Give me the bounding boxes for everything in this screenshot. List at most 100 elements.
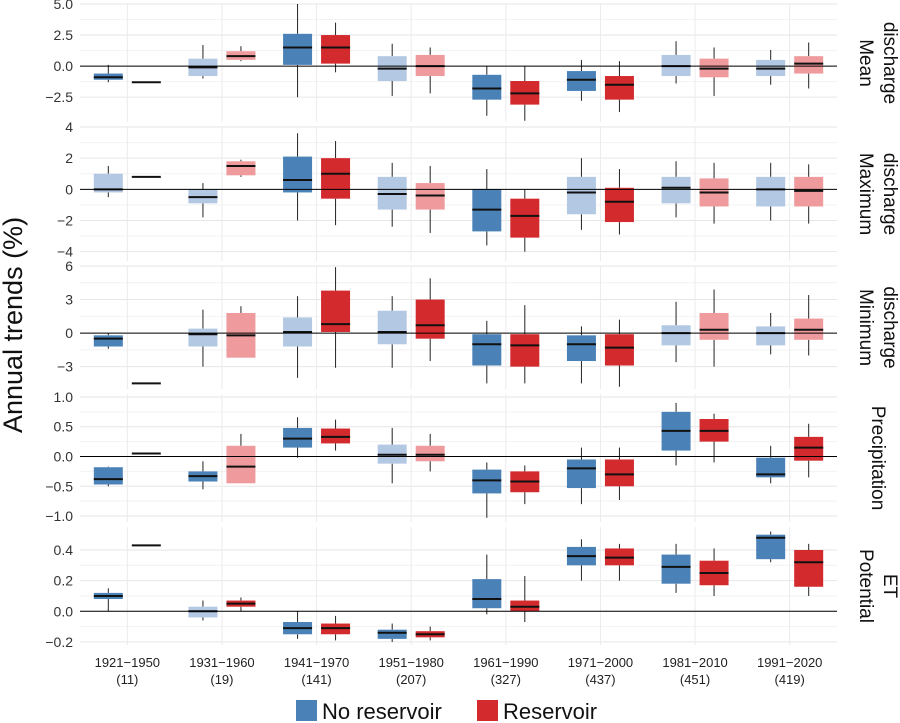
panel-3-box-res-1-rect bbox=[226, 445, 256, 484]
panel-4-background bbox=[80, 527, 837, 645]
panel-1-ytick-label: 2 bbox=[65, 150, 73, 166]
panel-4-box-no-6-rect bbox=[661, 554, 691, 584]
panel-0-box-no-5-rect bbox=[566, 71, 596, 91]
x-tick-label-count: (451) bbox=[680, 672, 710, 687]
panel-2-box-no-6-rect bbox=[661, 325, 691, 346]
legend-swatch-no-reservoir bbox=[296, 700, 317, 721]
panel-1-ytick-label: −4 bbox=[57, 244, 73, 260]
panel-3-box-no-7-rect bbox=[756, 457, 786, 478]
panel-0-box-res-2-rect bbox=[321, 35, 351, 64]
legend-swatch-reservoir bbox=[477, 700, 498, 721]
x-tick-label-period: 1951−1980 bbox=[378, 655, 443, 670]
x-tick-label-period: 1961−1990 bbox=[473, 655, 538, 670]
panel-1-ytick-label: −2 bbox=[57, 212, 73, 228]
panel-4-ytick-label: −0.2 bbox=[45, 634, 73, 650]
panel-0-strip-title-line: Mean bbox=[855, 39, 876, 87]
panel-2-ytick-label: 3 bbox=[65, 292, 73, 308]
panel-3-box-no-4-rect bbox=[472, 469, 502, 494]
panel-1-box-no-6-rect bbox=[661, 176, 691, 204]
panel-1-strip-title-line: discharge bbox=[879, 153, 900, 235]
legend-label-no-reservoir: No reservoir bbox=[322, 699, 442, 723]
x-tick-label-count: (207) bbox=[396, 672, 426, 687]
panel-1-box-no-7-rect bbox=[756, 176, 786, 207]
x-tick-label-count: (141) bbox=[301, 672, 331, 687]
panel-0-ytick-label: −2.5 bbox=[45, 89, 73, 105]
panel-0-strip-title: Mean discharge bbox=[855, 22, 900, 104]
panel-2-strip-title-line: discharge bbox=[879, 286, 900, 368]
panel-3-ytick-label: 0.0 bbox=[54, 449, 74, 465]
panel-4-box-res-7-rect bbox=[794, 549, 824, 587]
panel-0-strip-title-line: discharge bbox=[879, 22, 900, 104]
panel-2-box-res-6-rect bbox=[699, 312, 729, 340]
panel-4-ytick-label: 0.0 bbox=[54, 603, 74, 619]
x-tick-label-period: 1971−2000 bbox=[568, 655, 633, 670]
panel-3-strip-title: Precipitation bbox=[867, 406, 888, 511]
panel-2-ytick-label: 0 bbox=[65, 325, 73, 341]
panel-2-box-res-5-rect bbox=[604, 334, 634, 366]
panel-4-box-no-7-rect bbox=[756, 534, 786, 560]
panel-1-box-no-0-rect bbox=[93, 173, 123, 193]
panel-4-ytick-label: 0.4 bbox=[54, 542, 74, 558]
panel-2-box-no-0-rect bbox=[93, 335, 123, 347]
panel-1-strip-title: Maximum discharge bbox=[855, 153, 900, 235]
panel-4-ytick-label: 0.2 bbox=[54, 573, 74, 589]
panel-1-ytick-label: 4 bbox=[65, 119, 73, 135]
panel-2-box-res-2-rect bbox=[321, 290, 351, 332]
panel-0-ytick-label: 5.0 bbox=[54, 0, 74, 12]
panel-1-box-res-5-rect bbox=[604, 187, 634, 223]
x-tick-label-count: (437) bbox=[585, 672, 615, 687]
x-tick-label-period: 1931−1960 bbox=[189, 655, 254, 670]
panel-4-box-no-3-rect bbox=[377, 629, 407, 639]
panel-1-box-res-2-rect bbox=[321, 158, 351, 199]
x-tick-label-period: 1981−2010 bbox=[662, 655, 727, 670]
legend-label-reservoir: Reservoir bbox=[503, 699, 597, 723]
panel-2-strip-title-line: Minimum bbox=[855, 289, 876, 366]
panel-2-box-no-1-rect bbox=[188, 328, 218, 347]
panel-2-box-no-7-rect bbox=[756, 326, 786, 346]
panel-3-box-res-3-rect bbox=[415, 445, 445, 462]
x-tick-label-count: (327) bbox=[491, 672, 521, 687]
x-tick-label-period: 1921−1950 bbox=[95, 655, 160, 670]
panel-0-box-res-7-rect bbox=[794, 56, 824, 74]
panel-3-box-res-7-rect bbox=[794, 436, 824, 461]
panel-1-box-no-5-rect bbox=[566, 176, 596, 215]
x-tick-label-count: (11) bbox=[116, 672, 138, 687]
panel-2-ytick-label: −3 bbox=[57, 359, 73, 375]
panel-3-box-no-0-rect bbox=[93, 467, 123, 485]
y-axis-label: Annual trends (%) bbox=[0, 217, 28, 433]
panel-3-ytick-label: 1.0 bbox=[54, 389, 74, 405]
panel-1-box-res-1-rect bbox=[226, 161, 256, 176]
x-tick-label-count: (419) bbox=[775, 672, 805, 687]
panel-1-box-res-4-rect bbox=[510, 198, 540, 238]
panel-2-strip-title: Minimum discharge bbox=[855, 286, 900, 368]
panel-1-box-no-2-rect bbox=[283, 156, 313, 193]
panel-3-box-no-5-rect bbox=[566, 459, 596, 489]
panel-4-strip-title-line: Potential bbox=[855, 549, 876, 623]
panel-2-ytick-label: 6 bbox=[65, 258, 73, 274]
panel-2-box-res-4-rect bbox=[510, 334, 540, 367]
panel-1-ytick-label: 0 bbox=[65, 181, 73, 197]
panel-2-box-no-4-rect bbox=[472, 334, 502, 366]
panel-4-strip-title-line: ET bbox=[879, 574, 900, 599]
panel-1-strip-title-line: Maximum bbox=[855, 153, 876, 235]
panel-0-box-no-4-rect bbox=[472, 74, 502, 100]
panel-2-box-no-3-rect bbox=[377, 310, 407, 345]
panel-3-ytick-label: −0.5 bbox=[45, 478, 73, 494]
panel-3-ytick-label: 0.5 bbox=[54, 419, 74, 435]
x-tick-label-count: (19) bbox=[210, 672, 233, 687]
x-tick-label-period: 1991−2020 bbox=[757, 655, 822, 670]
panel-2-box-no-5-rect bbox=[566, 335, 596, 362]
panel-0-box-res-5-rect bbox=[604, 76, 634, 100]
panel-0-ytick-label: 0.0 bbox=[54, 58, 74, 74]
panel-2-box-res-3-rect bbox=[415, 299, 445, 339]
panel-3-background bbox=[80, 394, 837, 522]
x-tick-label-period: 1941−1970 bbox=[284, 655, 349, 670]
panel-4-strip-title: Potential ET bbox=[855, 549, 900, 623]
panel-0-ytick-label: 2.5 bbox=[54, 27, 74, 43]
panel-4-box-no-4-rect bbox=[472, 579, 502, 609]
panel-0-box-no-2-rect bbox=[283, 33, 313, 65]
panel-3-box-res-5-rect bbox=[604, 459, 634, 487]
panel-3-strip-title-line: Precipitation bbox=[867, 406, 888, 511]
panel-3-ytick-label: −1.0 bbox=[45, 508, 73, 524]
